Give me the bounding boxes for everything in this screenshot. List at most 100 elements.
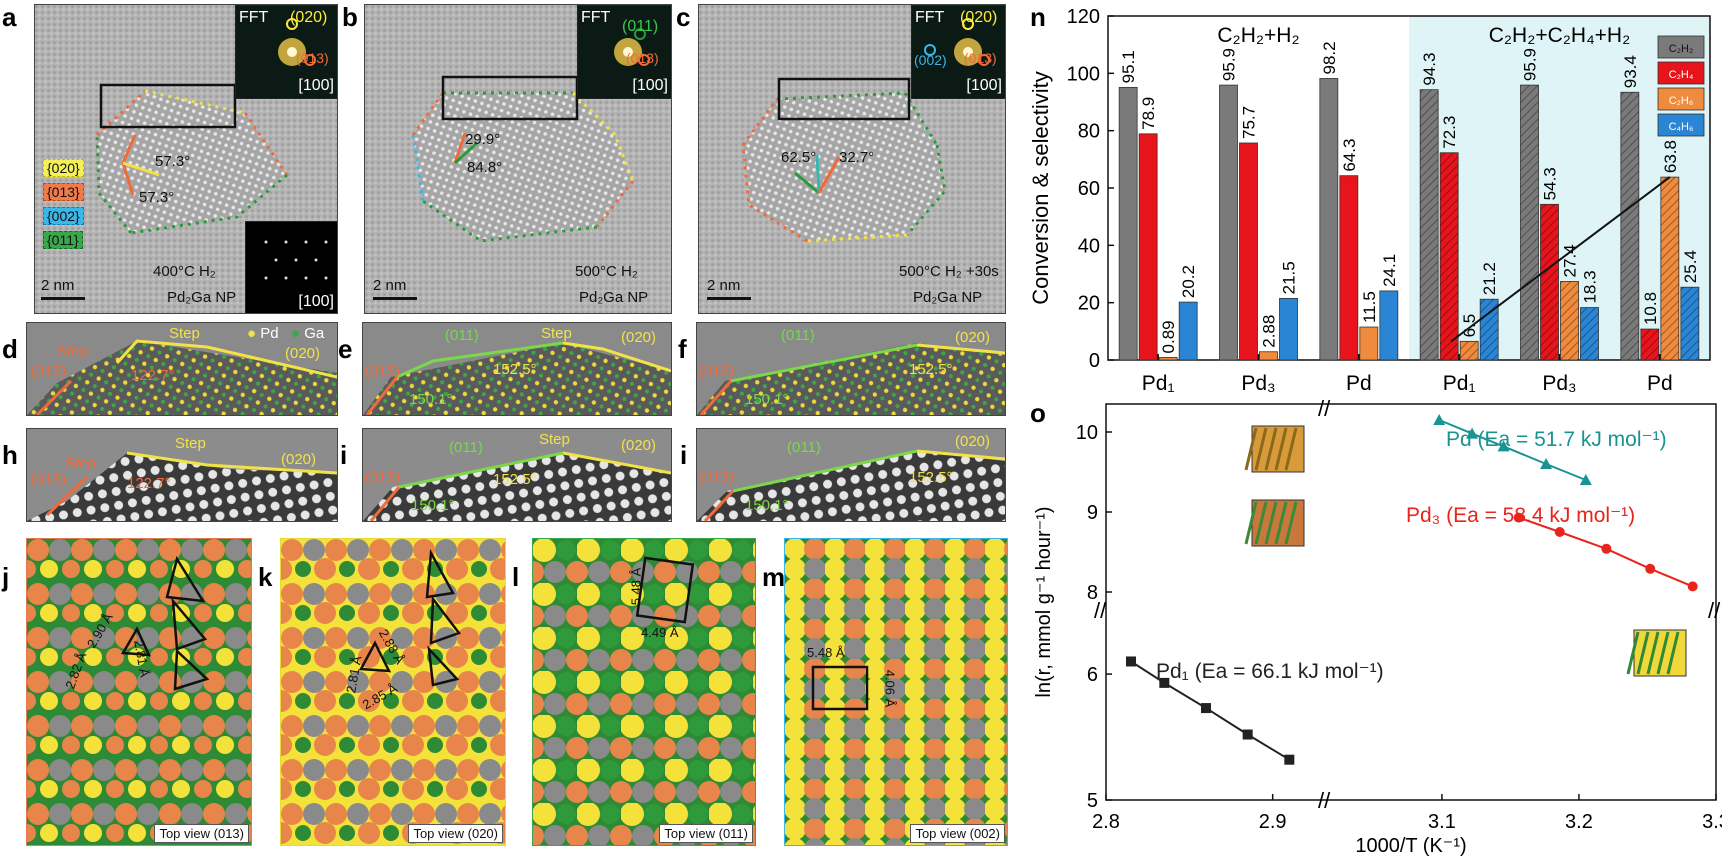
fft-spot-b1: (011)	[622, 18, 659, 35]
simulated-strip-h: Step Step (013) (020) 122.7°	[26, 428, 338, 522]
fft-label-c: FFT	[915, 9, 945, 26]
strip-h-label-4: (020)	[281, 451, 317, 468]
o-xtick-label-l0: 2.8	[1092, 811, 1120, 833]
dist-l-1: 5.48 Å	[628, 567, 644, 606]
fft-inset-a: FFT (020) (013) [100]	[235, 5, 337, 99]
strip-f-angle-2: 150.1°	[745, 391, 789, 408]
o-ytick-label-t1: 9	[1087, 502, 1098, 524]
o-x-axis-title: 1000/T (K⁻¹)	[1355, 835, 1466, 857]
o-point-1-1	[1554, 527, 1565, 537]
strip-h-label-1: Step	[65, 455, 96, 472]
fft-label-b: FFT	[581, 9, 611, 26]
o-xtick-label-r0: 3.1	[1428, 811, 1456, 833]
structure-stripe-0-1	[1254, 427, 1268, 471]
strip-i2-label-2: (020)	[955, 433, 991, 450]
xtick-label-1: Pd₃	[1241, 372, 1275, 395]
bar-1-1	[1239, 142, 1258, 361]
bar-1-0	[1219, 84, 1238, 361]
legend-swatch-0	[1657, 35, 1705, 59]
scale-label-a: 2 nm	[41, 277, 75, 294]
structure-stripe-1-2	[1264, 501, 1278, 545]
panel-c-label: c	[676, 2, 691, 32]
bar-2-3	[1379, 290, 1399, 361]
o-ytick-label-t0: 8	[1087, 582, 1098, 604]
structure-stripe-1-1	[1254, 501, 1268, 545]
bar-label-2-0: 98.2	[1320, 41, 1339, 74]
arrhenius-chart: // // // // 2.8 2.9 3.1 3.2 3.3 8 9 10 5 6 1000/T (K⁻¹…	[1033, 396, 1722, 857]
x-break-bottom: //	[1318, 788, 1331, 813]
strip-i-angle-1: 152.5°	[493, 471, 537, 488]
panel-j-label: j	[2, 562, 10, 592]
fft-spot-a1: (020)	[290, 9, 328, 26]
legend-label-1: C₂H₄	[1669, 69, 1694, 81]
bar-hatch-5-3	[1680, 287, 1699, 360]
x-break-top: //	[1318, 396, 1331, 421]
xtick-label-3: Pd₁	[1443, 372, 1476, 395]
structure-stripe-2-0	[1626, 631, 1640, 675]
bar-label-0-0: 95.1	[1119, 50, 1138, 83]
panel-i2-label: i	[680, 440, 688, 470]
bar-hatch-3-3	[1480, 299, 1499, 360]
condition-a: 400°C H₂	[153, 263, 216, 280]
top-view-020: 2.81 Å 2.88 Å 2.85 Å Top view (020)	[280, 538, 506, 846]
structure-stripe-0-3	[1274, 427, 1288, 471]
bar-label-1-0: 95.9	[1220, 48, 1239, 81]
bar-2-1	[1339, 175, 1359, 361]
structure-stripe-2-4	[1666, 631, 1680, 675]
strip-i-label-2: Step	[539, 431, 570, 448]
structure-stripe-2-1	[1636, 631, 1650, 675]
condition-c: 500°C H₂ +30s	[899, 263, 999, 280]
simulated-strip-i: (011) Step (020) (013) 152.5° 150.1°	[362, 428, 672, 522]
legend-pd: ● Pd	[247, 325, 279, 342]
strip-e-label-4: (013)	[365, 363, 401, 380]
o-point-2-1	[1159, 677, 1170, 688]
fft-spot-b2: (013)	[626, 50, 659, 66]
o-series-label-1: Pd₃ (Ea = 58.4 kJ mol⁻¹)	[1406, 504, 1635, 527]
angle-a2: 57.3°	[139, 189, 175, 206]
bar-label-0-1: 78.9	[1139, 97, 1158, 130]
top-view-label-m: Top view (002)	[910, 824, 1005, 843]
bar-0-2	[1158, 357, 1178, 361]
panel-m-label: m	[762, 562, 786, 592]
bar-label-0-2: 0.89	[1159, 320, 1178, 353]
strip-i-label-1: (011)	[449, 439, 483, 456]
simulated-strip-i2: (011) (020) (013) 152.5° 150.1°	[696, 428, 1006, 522]
angle-b2: 84.8°	[467, 159, 503, 176]
ytick-label-4: 80	[1078, 121, 1100, 143]
scale-label-b: 2 nm	[373, 277, 407, 294]
structure-stripe-2-2	[1646, 631, 1660, 675]
fft-spot-a2: (013)	[296, 50, 329, 66]
legend-011: {011}	[43, 231, 83, 249]
o-point-2-4	[1284, 754, 1295, 765]
condition-b: 500°C H₂	[575, 263, 638, 280]
tem-c-graphic	[699, 5, 1005, 313]
panel-i-label: i	[340, 440, 348, 470]
ytick-label-0: 0	[1089, 350, 1100, 372]
legend-002: {002}	[43, 207, 84, 225]
strip-d-label-4: (020)	[285, 345, 321, 362]
fft-zone-b: [100]	[632, 77, 668, 94]
strip-f-label-1: (011)	[781, 327, 815, 344]
dist-m-2: 4.06 Å	[882, 669, 898, 708]
structure-stripe-1-3	[1274, 501, 1288, 545]
scale-bar-a	[41, 297, 85, 300]
ytick-label-5: 100	[1067, 63, 1100, 85]
legend-swatch-1	[1657, 61, 1705, 85]
o-xtick-label-r1: 3.2	[1565, 811, 1593, 833]
panel-h-label: h	[2, 440, 18, 470]
strip-h-label-2: Step	[175, 435, 206, 452]
y-break-left: //	[1094, 598, 1107, 623]
ytick-label-2: 40	[1078, 235, 1100, 257]
hrtem-strip-f: (011) (020) (013) 152.5° 150.1°	[696, 322, 1006, 416]
legend-swatch-3	[1657, 113, 1705, 137]
panel-f-label: f	[678, 334, 687, 364]
o-ytick-label-b1: 6	[1087, 664, 1098, 686]
dist-l-2: 4.49 Å	[641, 625, 679, 640]
bar-label-4-2: 27.4	[1561, 244, 1580, 277]
bar-hatch-4-0	[1520, 85, 1539, 360]
o-point-0-3	[1540, 458, 1553, 469]
bar-hatch-5-2	[1660, 177, 1679, 360]
dist-m-1: 5.48 Å	[807, 645, 845, 660]
strip-i-label-4: (013)	[365, 469, 401, 486]
strip-d-angle: 122.7°	[131, 367, 175, 384]
